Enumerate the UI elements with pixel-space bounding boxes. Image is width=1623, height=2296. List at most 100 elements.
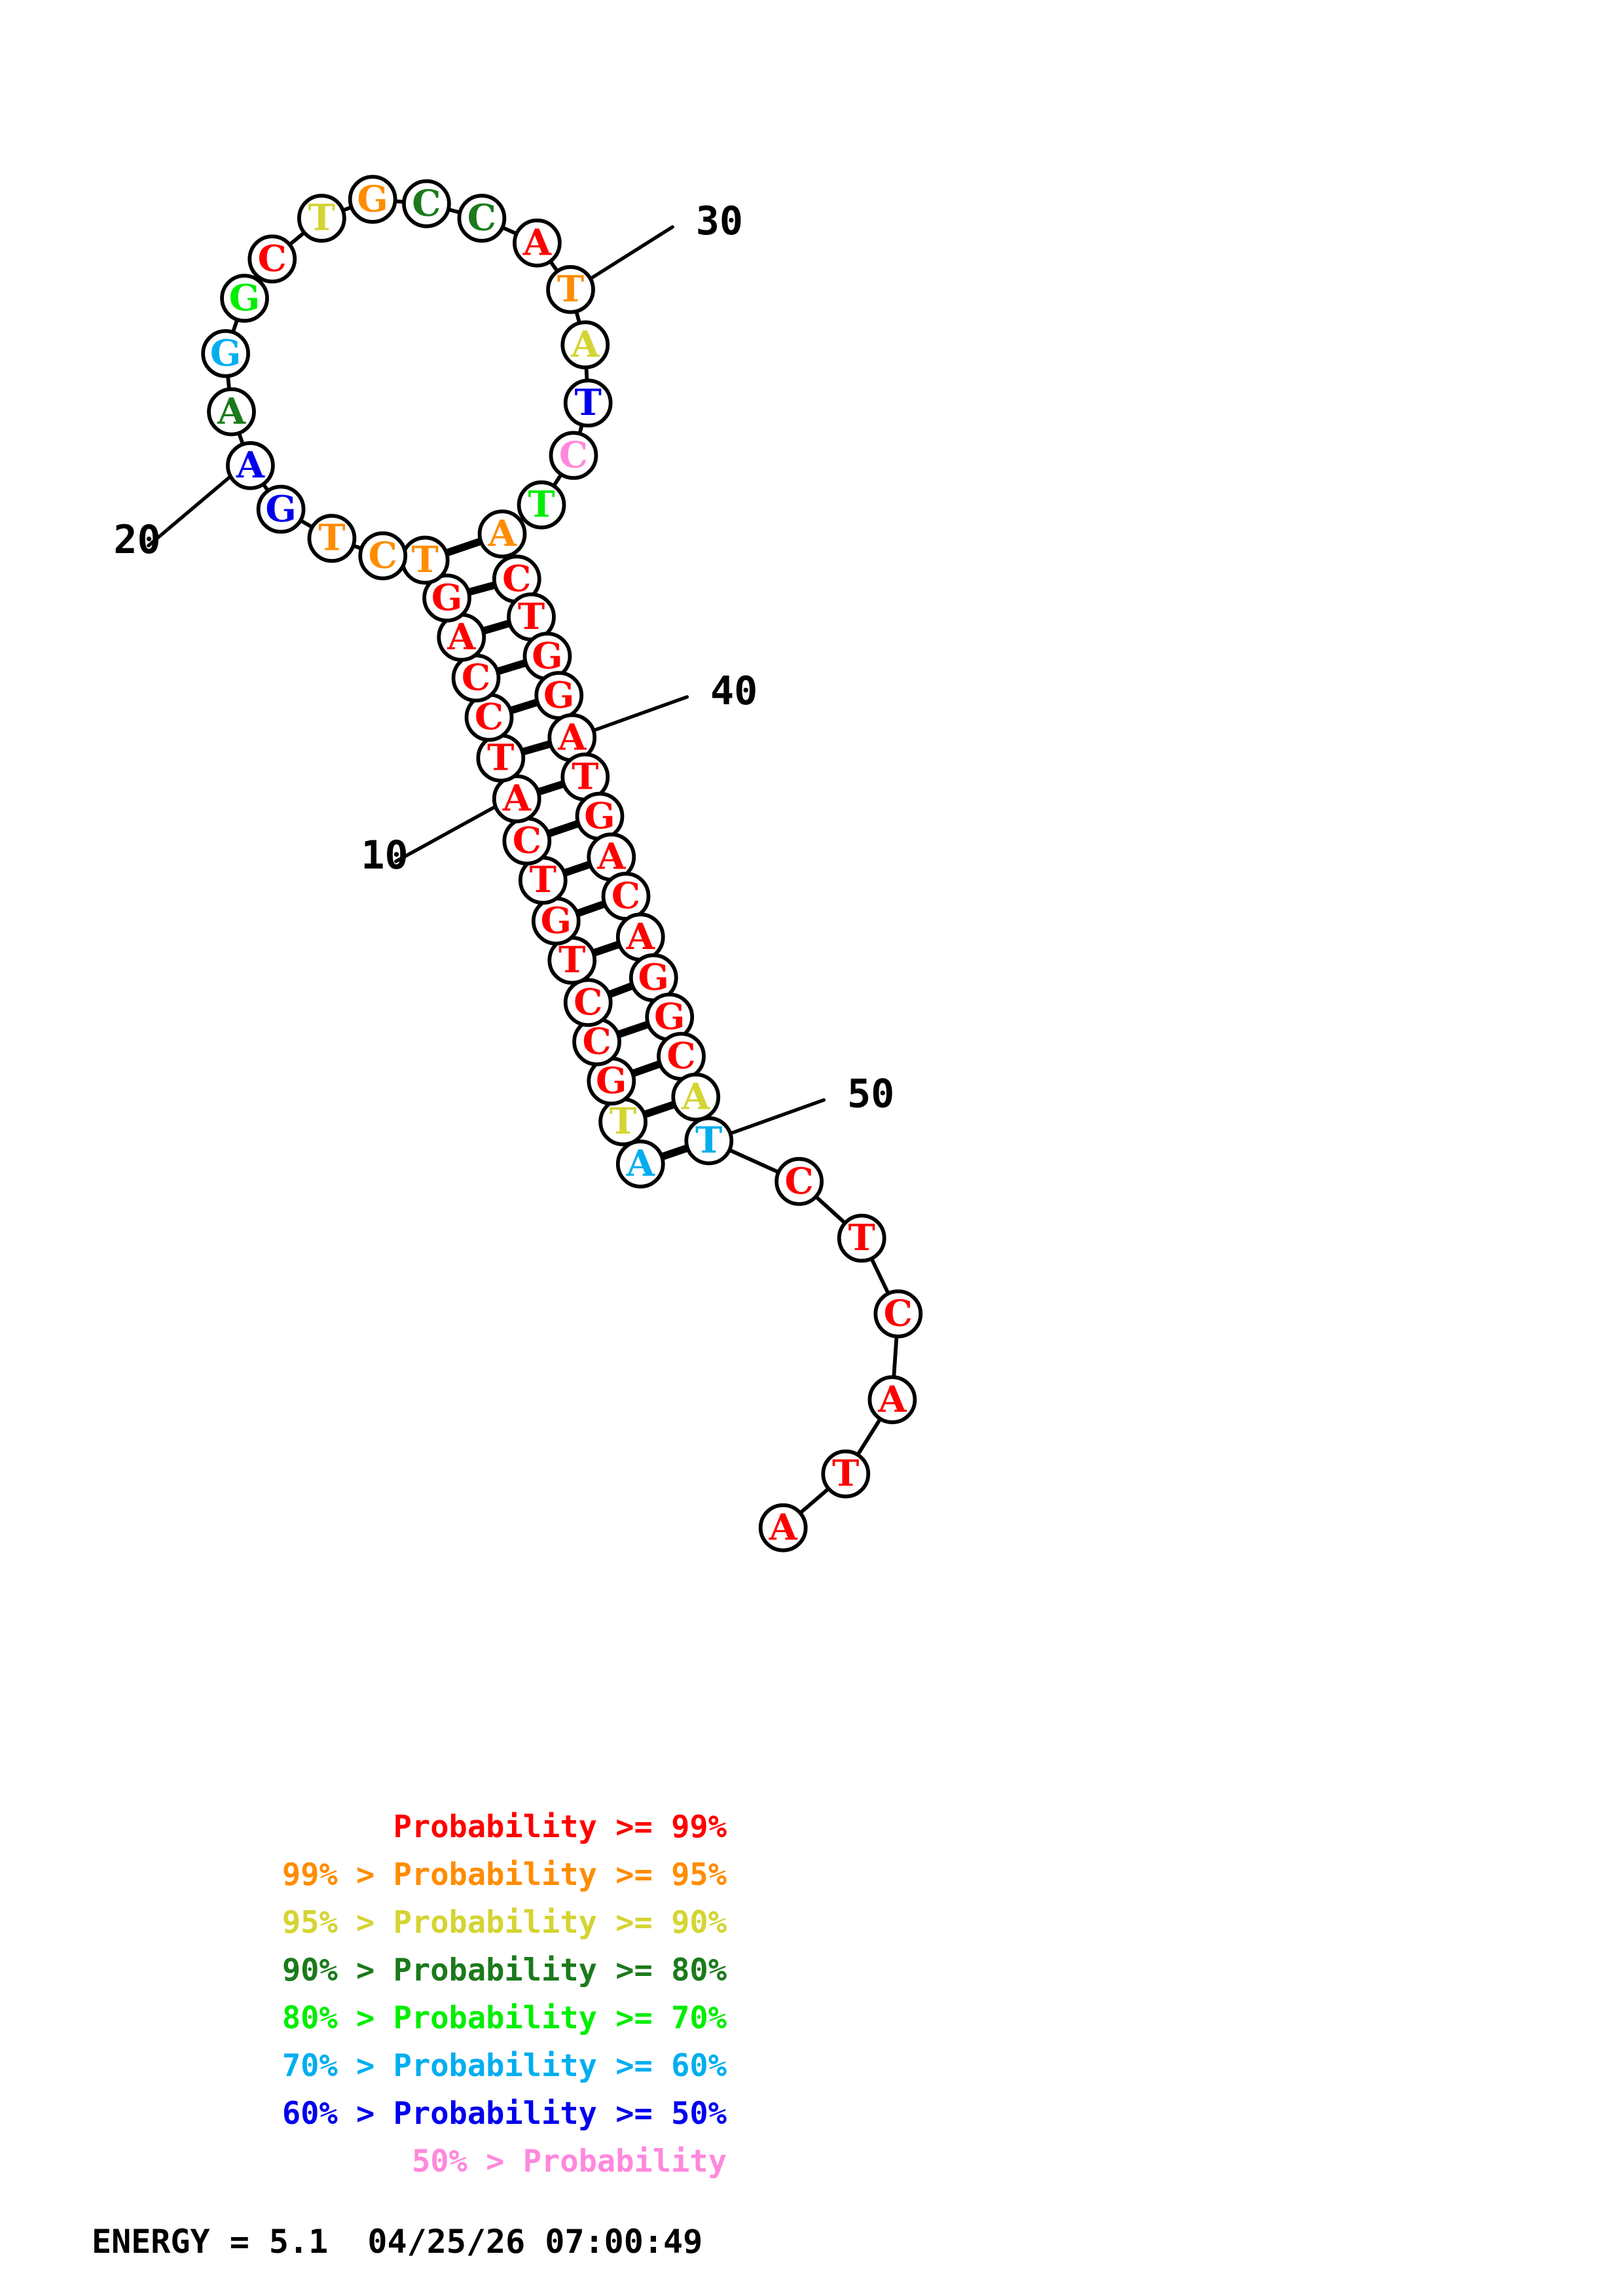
base-letter: C [611, 875, 640, 918]
base-node: G [201, 329, 250, 378]
legend-row: 95% > Probability >= 90% [282, 1905, 727, 1941]
base-circle [513, 218, 562, 268]
base-node: C [549, 431, 598, 480]
base-letter: C [574, 981, 602, 1024]
legend-row: 70% > Probability >= 60% [282, 2048, 727, 2084]
legend-row: 50% > Probability [411, 2144, 727, 2179]
base-letter: A [626, 1143, 655, 1185]
base-node: T [476, 733, 526, 783]
base-circle [517, 480, 566, 529]
base-node: G [422, 573, 471, 623]
base-letter: C [467, 197, 496, 240]
base-node: C [247, 234, 297, 284]
base-circle [477, 509, 527, 559]
base-circle [546, 265, 595, 314]
backbone-link [230, 317, 240, 334]
base-letter: A [522, 221, 552, 264]
base-circle [247, 234, 297, 284]
base-letter: A [681, 1075, 710, 1118]
position-leader-line [394, 804, 498, 863]
backbone-link [798, 1486, 831, 1515]
base-node: G [256, 484, 306, 534]
base-node: T [518, 855, 568, 905]
base-node: T [297, 194, 346, 243]
base-pair-link [547, 819, 580, 838]
base-node: C [457, 194, 507, 243]
base-letter: T [610, 1100, 636, 1143]
base-letter: T [557, 268, 584, 311]
base-node: A [560, 320, 610, 370]
base-circle [358, 531, 408, 581]
base-letter: C [475, 696, 503, 738]
base-letter: C [666, 1035, 695, 1077]
legend-row: 90% > Probability >= 80% [282, 1952, 727, 1988]
base-letter: T [572, 755, 598, 798]
energy-timestamp-line: ENERGY = 5.1 04/25/26 07:00:49 [92, 2223, 703, 2261]
base-letter: G [210, 332, 241, 374]
base-letter: C [412, 182, 441, 224]
base-pair-lines [445, 537, 689, 1160]
base-letter: G [638, 956, 669, 999]
base-letter: A [236, 444, 265, 487]
base-circle [873, 1289, 923, 1338]
backbone-lines [226, 199, 899, 1515]
base-pair-link [521, 740, 552, 756]
base-circle [821, 1449, 871, 1499]
base-node: C [451, 653, 501, 703]
base-letter: A [570, 323, 600, 366]
backbone-link [856, 1416, 883, 1457]
base-letter: G [541, 899, 572, 942]
position-leader-lines [147, 225, 826, 1136]
position-label: 50 [847, 1071, 894, 1117]
base-letter: C [784, 1160, 813, 1202]
backbone-link [869, 1256, 890, 1296]
base-letter: T [558, 939, 585, 981]
position-leader-line [147, 475, 232, 548]
base-pair-link [617, 1020, 649, 1039]
base-circle [758, 1503, 808, 1552]
base-circle [220, 274, 269, 323]
base-letter: A [769, 1506, 798, 1549]
base-letter: G [265, 488, 296, 530]
probability-legend: Probability >= 99% 99% > Probability >= … [98, 1803, 818, 2185]
base-pair-link [467, 581, 496, 596]
base-letter: G [357, 178, 388, 221]
base-node: C [601, 872, 651, 921]
backbone-link [226, 374, 231, 391]
base-letter: G [596, 1060, 627, 1102]
base-node: T [517, 480, 566, 529]
backbone-link [727, 1148, 781, 1174]
base-letter: A [557, 716, 587, 759]
base-circle [348, 175, 397, 224]
base-node: G [531, 896, 581, 946]
backbone-link [892, 1334, 899, 1380]
backbone-link [500, 225, 519, 236]
base-node: A [477, 509, 527, 559]
base-letter: T [487, 736, 514, 779]
position-leader-line [591, 695, 689, 732]
base-letter: T [308, 197, 335, 240]
base-pair-link [563, 861, 592, 877]
base-pair-link [631, 1060, 661, 1077]
base-circle [775, 1157, 824, 1206]
base-pair-link [537, 780, 565, 796]
base-pair-link [496, 659, 527, 675]
base-node: T [563, 378, 613, 428]
base-letter: G [229, 277, 260, 319]
backbone-link [299, 518, 314, 529]
position-leader-line [728, 1098, 826, 1136]
base-letter: A [877, 1378, 907, 1421]
base-circle [226, 441, 275, 490]
base-circle [615, 1139, 665, 1189]
base-node: T [684, 1116, 734, 1166]
base-circle [402, 179, 451, 228]
base-node: A [226, 441, 275, 490]
position-label: 10 [361, 833, 408, 878]
base-letter: G [654, 996, 685, 1038]
base-letter: C [369, 534, 397, 577]
base-pair-link [445, 537, 483, 557]
legend-row: 80% > Probability >= 70% [282, 2000, 727, 2036]
base-letter: T [848, 1217, 875, 1259]
base-circle [201, 329, 250, 378]
